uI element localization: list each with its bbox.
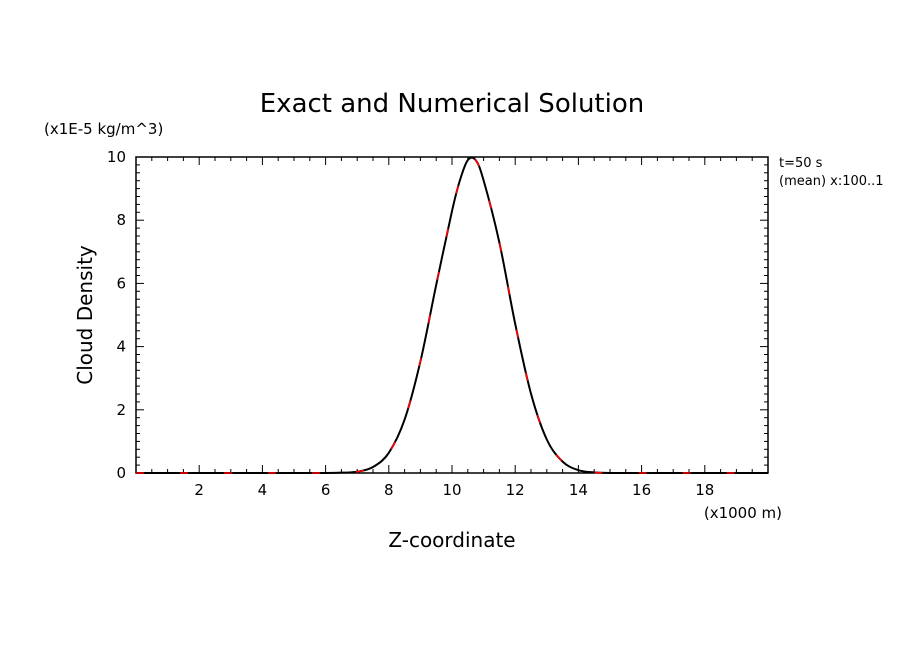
x-tick-label: 6 (321, 481, 331, 499)
y-tick-label: 0 (116, 464, 126, 482)
y-tick-label: 8 (116, 211, 126, 229)
y-tick-label: 6 (116, 274, 126, 292)
x-tick-label: 2 (194, 481, 204, 499)
axis-ticks (136, 157, 768, 473)
series-line-solid (136, 156, 768, 474)
x-tick-label: 4 (258, 481, 268, 499)
y-tick-labels: 0 2 4 6 8 10 (107, 148, 126, 482)
x-tick-label: 14 (569, 481, 588, 499)
y-axis-title: Cloud Density (73, 245, 97, 385)
y-tick-label: 2 (116, 401, 126, 419)
x-tick-label: 18 (695, 481, 714, 499)
x-tick-labels: 2 4 6 8 10 12 14 16 18 (194, 481, 714, 499)
x-tick-label: 16 (632, 481, 651, 499)
x-unit-label: (x1000 m) (704, 504, 782, 522)
y-tick-label: 4 (116, 338, 126, 356)
plot-frame (135, 156, 769, 474)
annotation-time: t=50 s (779, 156, 823, 171)
x-axis-title: Z-coordinate (388, 528, 515, 552)
x-tick-label: 10 (442, 481, 461, 499)
y-unit-label: (x1E-5 kg/m^3) (44, 120, 163, 138)
series-layer (136, 156, 768, 474)
x-tick-label: 12 (506, 481, 525, 499)
x-tick-label: 8 (384, 481, 394, 499)
series-line-dashed (136, 156, 768, 474)
chart-title: Exact and Numerical Solution (260, 89, 644, 119)
y-tick-label: 10 (107, 148, 126, 166)
annotation-mean: (mean) x:100..1 (779, 174, 884, 189)
